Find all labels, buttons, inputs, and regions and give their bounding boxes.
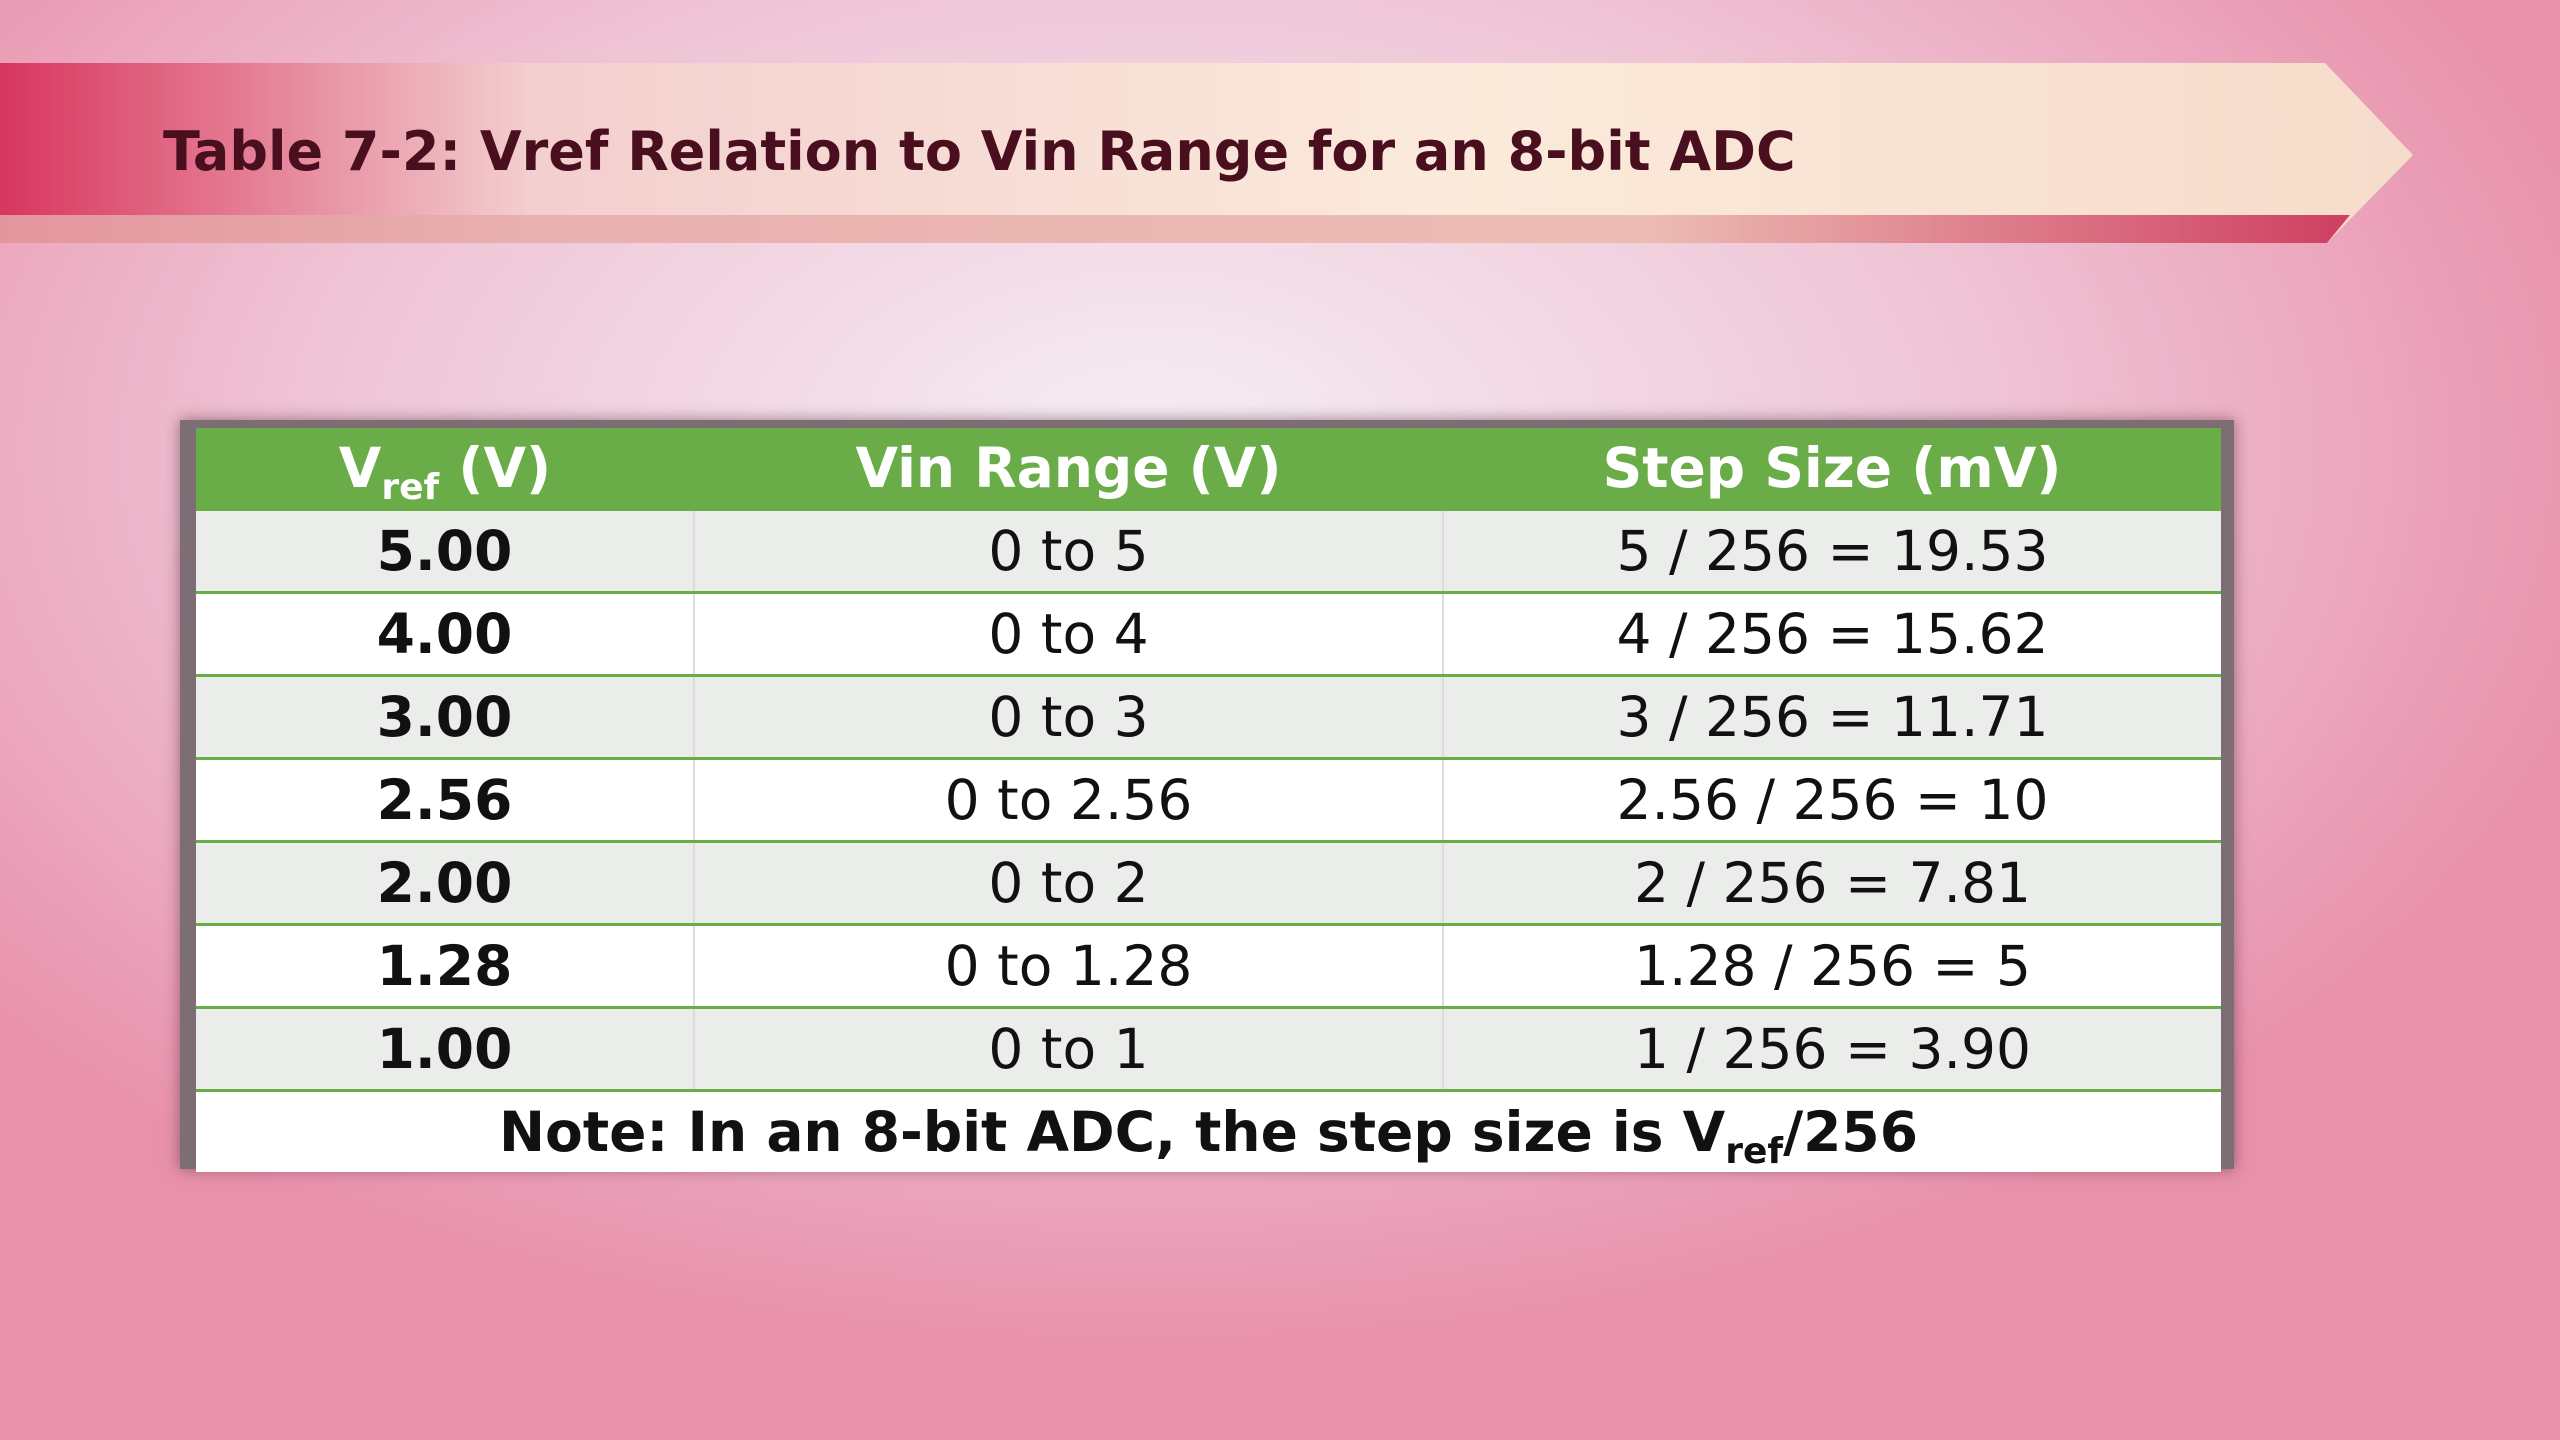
table-frame: Vref (V) Vin Range (V) Step Size (mV) 5.0… — [180, 420, 2234, 1172]
note-text: Note: In an 8-bit ADC, the step size is … — [499, 1100, 1726, 1164]
table: Vref (V) Vin Range (V) Step Size (mV) 5.0… — [196, 428, 2221, 1172]
header-row: Vref (V) Vin Range (V) Step Size (mV) — [196, 428, 2221, 511]
column-header: Vref (V) — [196, 428, 694, 511]
table-cell: 0 to 3 — [693, 675, 1443, 760]
table-cell: 0 to 5 — [693, 509, 1443, 594]
table-cell: 4.00 — [196, 592, 694, 677]
table-cell: 0 to 1 — [693, 1007, 1443, 1092]
table-cell: 5.00 — [196, 509, 694, 594]
table-cell: 2 / 256 = 7.81 — [1442, 841, 2221, 926]
header-text: (V) — [458, 436, 552, 500]
table-cell: 3 / 256 = 11.71 — [1442, 675, 2221, 760]
note-subscript: ref — [1725, 1131, 1784, 1172]
table-cell: 0 to 2 — [693, 841, 1443, 926]
note-text: /256 — [1783, 1100, 1918, 1164]
table-cell: 0 to 4 — [693, 592, 1443, 677]
table-cell: 5 / 256 = 19.53 — [1442, 509, 2221, 594]
title-banner — [0, 63, 2413, 243]
header-text: V — [338, 436, 382, 500]
column-header: Vin Range (V) — [694, 428, 1443, 511]
header-subscript: ref — [381, 467, 440, 508]
column-header: Step Size (mV) — [1443, 428, 2221, 511]
table-cell: 3.00 — [196, 675, 694, 760]
table-cell: 0 to 1.28 — [693, 924, 1443, 1009]
slide-title: Table 7-2: Vref Relation to Vin Range fo… — [163, 120, 1796, 183]
table-cell: 2.56 / 256 = 10 — [1442, 758, 2221, 843]
table-cell: 4 / 256 = 15.62 — [1442, 592, 2221, 677]
note-row: Note: In an 8-bit ADC, the step size is … — [196, 1090, 2221, 1172]
table-cell: 1.00 — [196, 1007, 694, 1092]
table-cell: 2.56 — [196, 758, 694, 843]
table-row: 2.56 0 to 2.56 2.56 / 256 = 10 — [196, 758, 2221, 843]
table-cell: 0 to 2.56 — [693, 758, 1443, 843]
table-cell: 1 / 256 = 3.90 — [1442, 1007, 2221, 1092]
table-cell: 1.28 / 256 = 5 — [1442, 924, 2221, 1009]
table-cell: 2.00 — [196, 841, 694, 926]
note-cell: Note: In an 8-bit ADC, the step size is … — [196, 1090, 2221, 1172]
table-cell: 1.28 — [196, 924, 694, 1009]
table-row: 1.28 0 to 1.28 1.28 / 256 = 5 — [196, 924, 2221, 1009]
